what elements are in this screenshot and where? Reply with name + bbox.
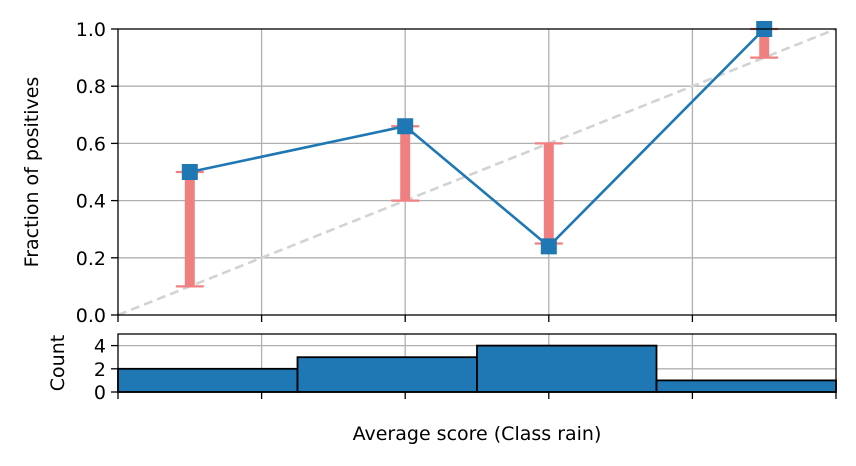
y-tick-label: 0.2 bbox=[76, 248, 106, 270]
calibration-point bbox=[540, 238, 557, 255]
y-tick-label: 0.0 bbox=[76, 305, 106, 327]
y-tick-label: 0.8 bbox=[76, 76, 106, 98]
histogram-bar bbox=[655, 379, 837, 393]
calibration-y-axis-label: Fraction of positives bbox=[21, 77, 43, 268]
calibration-ticks: 0.0 0.2 0.4 0.6 0.8 1.0 bbox=[76, 19, 837, 327]
y-tick-label: 4 bbox=[94, 336, 106, 358]
reference-diagonal bbox=[117, 27, 837, 317]
histogram-bar bbox=[117, 367, 299, 393]
calibration-point bbox=[397, 118, 414, 135]
error-bars bbox=[175, 27, 779, 288]
histogram-y-axis-label: Count bbox=[47, 335, 69, 391]
calibration-markers bbox=[181, 21, 773, 255]
calibration-series-line bbox=[189, 28, 766, 249]
y-tick-label: 0.4 bbox=[76, 191, 106, 213]
calibration-grid bbox=[118, 29, 836, 315]
histogram-bar bbox=[296, 356, 478, 393]
histogram-bar bbox=[476, 344, 658, 393]
error-bar bbox=[534, 142, 563, 245]
reference-line bbox=[117, 27, 837, 317]
error-bar bbox=[175, 170, 204, 288]
y-tick-label: 2 bbox=[94, 359, 106, 381]
histogram-frame bbox=[117, 333, 837, 393]
histogram-bars bbox=[117, 344, 837, 393]
calibration-frame bbox=[117, 28, 837, 316]
y-tick-label: 0 bbox=[94, 382, 106, 404]
calibration-panel: 0.0 0.2 0.4 0.6 0.8 1.0 Fraction of positives bbox=[21, 19, 837, 327]
histogram-ticks: 024 bbox=[94, 336, 837, 404]
y-tick-label: 0.6 bbox=[76, 133, 106, 155]
histogram-x-axis-label: Average score (Class rain) bbox=[353, 423, 602, 445]
error-bar bbox=[391, 125, 420, 202]
calibration-point bbox=[181, 164, 198, 180]
y-tick-label: 1.0 bbox=[76, 19, 106, 41]
histogram-panel: 024 Count Average score (Class rain) bbox=[47, 333, 837, 445]
calibration-line bbox=[189, 28, 766, 249]
